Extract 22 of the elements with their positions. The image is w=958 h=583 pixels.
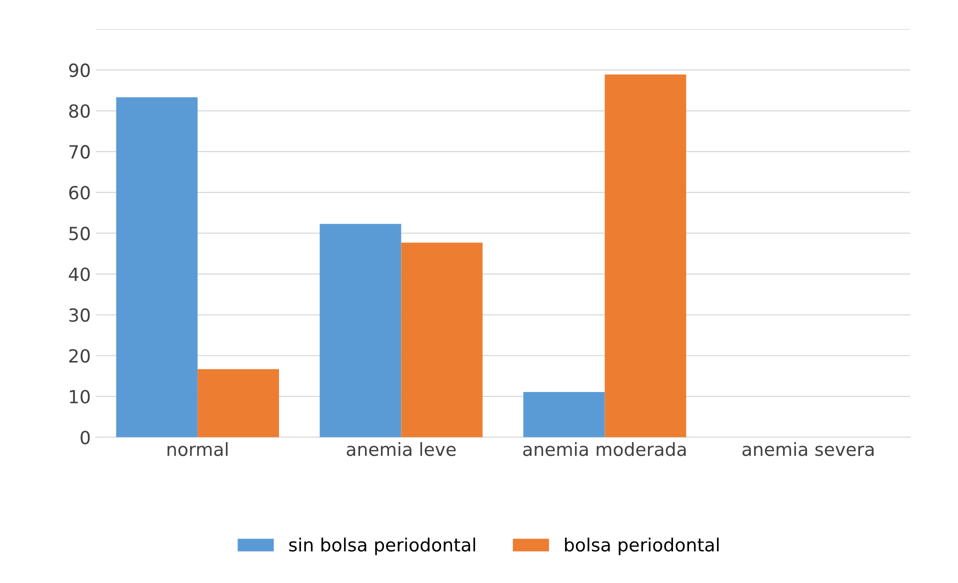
x-tick-label: anemia moderada: [523, 442, 686, 456]
bar: [116, 97, 198, 438]
y-tick-label: 0: [80, 430, 90, 444]
x-tick-label: anemia leve: [346, 442, 456, 456]
legend-label: bolsa periodontal: [565, 538, 719, 556]
bar: [401, 242, 483, 438]
legend-label: sin bolsa periodontal: [289, 538, 476, 556]
y-tick-label: 70: [69, 145, 90, 159]
y-tick-label: 40: [68, 267, 90, 282]
y-tick-label: 80: [69, 104, 90, 118]
y-tick-label: 90: [69, 63, 90, 78]
bar: [604, 74, 686, 438]
y-tick-label: 30: [69, 308, 90, 322]
x-tick-label: anemia severa: [742, 442, 874, 456]
bar: [320, 224, 402, 438]
bar: [198, 369, 280, 438]
x-tick-label: normal: [168, 442, 228, 456]
bar: [523, 392, 605, 438]
y-tick-label: 60: [69, 186, 90, 200]
y-tick-label: 50: [69, 226, 90, 240]
y-tick-label: 10: [70, 390, 90, 404]
y-tick-label: 20: [69, 349, 90, 363]
